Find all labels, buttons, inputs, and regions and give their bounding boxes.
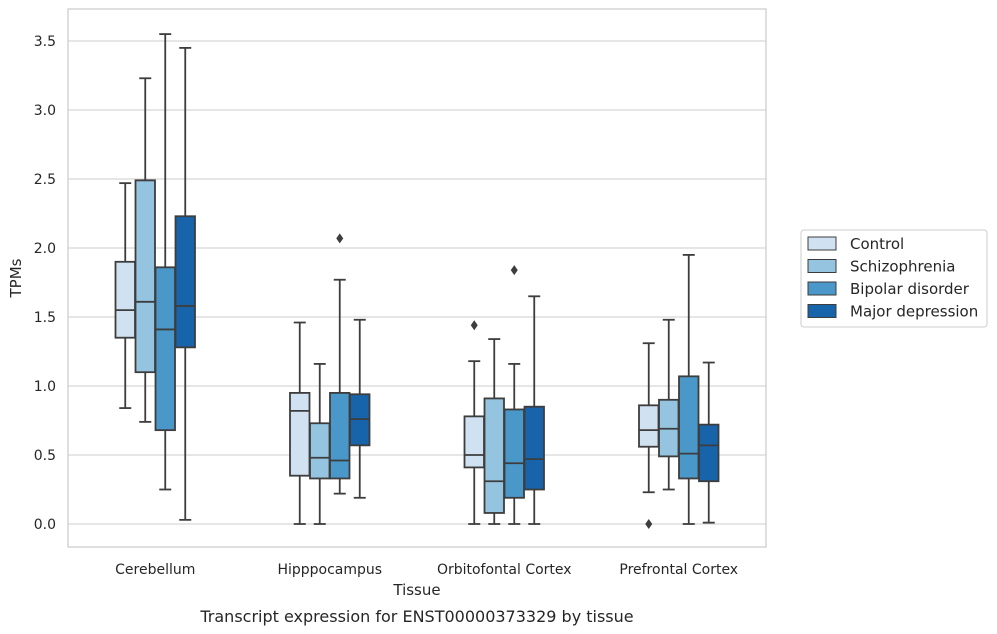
- outlier-point: [510, 265, 518, 276]
- box-group: [114, 33, 196, 521]
- box-body: [114, 260, 136, 339]
- legend-swatch: [807, 304, 837, 318]
- y-tick-label: 1.5: [34, 310, 56, 326]
- box-body: [483, 397, 505, 514]
- legend-swatch: [807, 236, 837, 251]
- box: [309, 363, 331, 525]
- box-body: [174, 215, 196, 349]
- x-axis-label: Tissue: [392, 581, 440, 599]
- box: [174, 47, 196, 521]
- legend-label: Schizophrenia: [850, 258, 955, 276]
- box-groups: [114, 33, 720, 529]
- y-axis-ticks: 0.0 0.5 1.0 1.5 2.0 2.5 3.0 3.5: [34, 34, 56, 533]
- box-body: [289, 391, 311, 477]
- box-body: [134, 179, 156, 374]
- y-tick-label: 3.5: [34, 34, 56, 50]
- chart-caption: Transcript expression for ENST0000037332…: [199, 607, 633, 626]
- box-body: [638, 404, 660, 448]
- y-tick-label: 2.5: [34, 172, 56, 188]
- box-body: [463, 415, 485, 469]
- legend-swatch: [807, 259, 837, 273]
- box: [349, 318, 371, 499]
- box: [698, 361, 720, 524]
- box-body: [698, 423, 720, 483]
- legend-frame: [800, 229, 988, 328]
- x-tick-label: Cerebellum: [115, 562, 195, 578]
- box-body: [309, 422, 331, 480]
- box: [503, 265, 525, 525]
- x-tick-label: Hipppocampus: [277, 562, 382, 578]
- y-tick-label: 3.0: [34, 103, 56, 119]
- x-tick-label: Prefrontal Cortex: [619, 562, 738, 578]
- box-group: [463, 265, 545, 525]
- outlier-point: [645, 519, 653, 529]
- box-body: [523, 405, 545, 491]
- legend-swatch: [807, 281, 837, 296]
- box: [483, 338, 505, 525]
- x-tick-label: Orbitofontal Cortex: [437, 562, 572, 578]
- outlier-point: [336, 233, 344, 244]
- legend-label: Bipolar disorder: [850, 280, 970, 298]
- legend-label: Control: [850, 235, 904, 253]
- y-tick-label: 0.5: [34, 448, 56, 464]
- y-tick-label: 0.0: [34, 517, 56, 533]
- box-group: [638, 253, 720, 529]
- box: [523, 295, 545, 525]
- box-group: [289, 233, 371, 525]
- y-axis-label: TPMs: [7, 258, 25, 298]
- outlier-point: [470, 320, 478, 331]
- box-body: [329, 391, 351, 480]
- legend: Control Schizophrenia Bipolar disorder Majo…: [800, 229, 988, 328]
- box: [678, 253, 700, 525]
- box-body: [678, 375, 700, 480]
- y-tick-label: 2.0: [34, 241, 56, 257]
- box: [114, 182, 136, 409]
- x-axis-ticks: Cerebellum Hipppocampus Orbitofontal Corte…: [115, 562, 738, 578]
- box-body: [503, 408, 525, 499]
- legend-label: Major depression: [850, 303, 978, 321]
- box-body: [154, 266, 176, 432]
- box: [154, 33, 176, 491]
- box: [329, 233, 351, 495]
- y-tick-label: 1.0: [34, 379, 56, 395]
